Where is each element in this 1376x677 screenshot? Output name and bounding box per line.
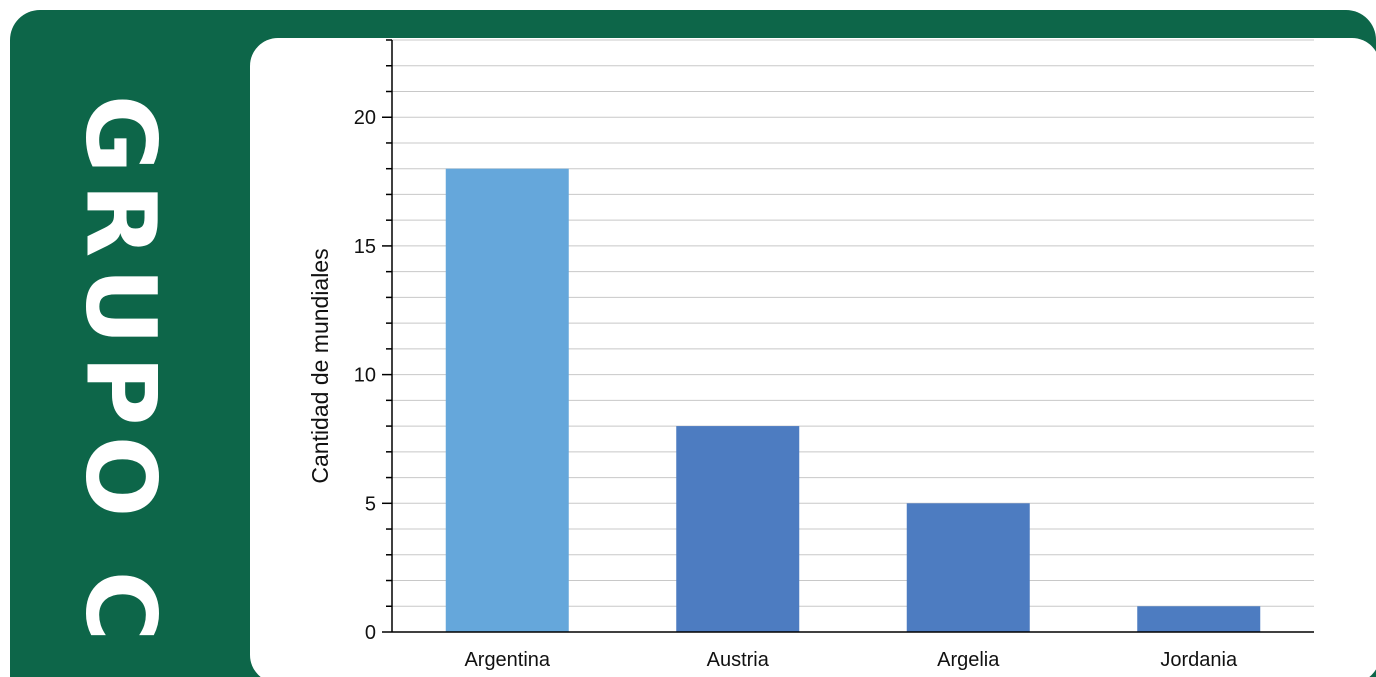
chart-panel: 0 5 10 15 20 Argentina Austria Argelia Jordania … xyxy=(250,38,1376,677)
bar-argelia xyxy=(906,503,1030,632)
group-title-text: GRUPO C xyxy=(64,94,177,652)
y-tick-label: 0 xyxy=(365,622,376,644)
chart-frame: GRUPO C 0 5 10 15 20 Argentina Austria Argelia J… xyxy=(10,10,1376,677)
x-tick-label: Argentina xyxy=(464,649,550,671)
x-tick-label: Argelia xyxy=(937,649,1000,671)
y-tick-label: 5 xyxy=(365,493,376,515)
bar-argentina xyxy=(445,168,569,632)
y-tick-label: 15 xyxy=(354,236,376,258)
axes xyxy=(382,39,1314,633)
bar-jordania xyxy=(1137,606,1261,632)
bars xyxy=(445,168,1261,632)
x-tick-label: Jordania xyxy=(1160,649,1238,671)
bar-austria xyxy=(676,426,800,632)
y-tick-label: 20 xyxy=(354,107,376,129)
y-axis-title: Cantidad de mundiales xyxy=(307,248,333,483)
labels: 0 5 10 15 20 Argentina Austria Argelia Jordania xyxy=(354,107,1238,671)
x-tick-label: Austria xyxy=(707,649,770,671)
group-title: GRUPO C xyxy=(64,75,176,671)
y-tick-label: 10 xyxy=(354,365,376,387)
